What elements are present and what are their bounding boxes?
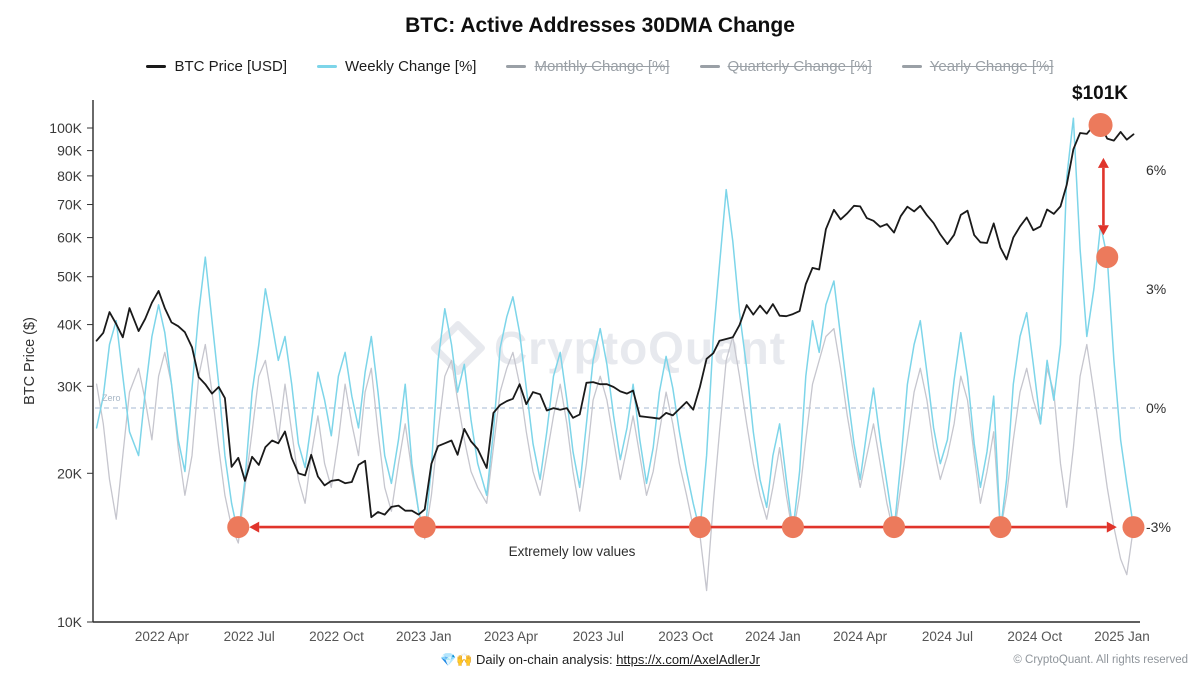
x-axis-tick-label: 2022 Jul — [224, 629, 275, 644]
low-value-dot — [989, 516, 1012, 539]
y-axis-tick-label: 10K — [57, 614, 83, 630]
legend-item-3[interactable]: Quarterly Change [%] — [699, 58, 872, 75]
y-axis-title: BTC Price ($) — [22, 317, 38, 405]
low-values-arrow-head — [1106, 521, 1117, 533]
low-value-dot — [413, 516, 436, 539]
legend-item-0[interactable]: BTC Price [USD] — [146, 58, 287, 75]
series-weekly-change-line — [95, 117, 1135, 536]
series-gray-change-line — [95, 327, 1135, 592]
legend-item-4[interactable]: Yearly Change [%] — [901, 58, 1054, 75]
chart-title: BTC: Active Addresses 30DMA Change — [405, 14, 795, 37]
y-axis-tick-label: 40K — [57, 317, 83, 333]
y-axis-tick-label: 100K — [49, 120, 82, 136]
legend-label: Weekly Change [%] — [345, 58, 477, 75]
y-axis-tick-label: 80K — [57, 168, 83, 184]
low-values-arrow-head — [249, 521, 260, 533]
y-axis-tick-label: 60K — [57, 230, 83, 246]
legend-item-1[interactable]: Weekly Change [%] — [317, 58, 476, 75]
copyright: © CryptoQuant. All rights reserved — [1013, 654, 1188, 666]
y-axis-tick-label: 50K — [57, 269, 83, 285]
y-right-tick-label: 0% — [1146, 400, 1166, 416]
zero-line-label: Zero — [102, 393, 121, 403]
legend-label: Quarterly Change [%] — [727, 58, 872, 75]
low-value-dot — [227, 516, 250, 539]
x-axis-tick-label: 2024 Jul — [922, 629, 973, 644]
legend-swatch-icon — [506, 65, 527, 68]
y-right-tick-label: 3% — [1146, 281, 1166, 297]
x-axis-tick-label: 2022 Oct — [309, 629, 364, 644]
legend-label: Monthly Change [%] — [534, 58, 670, 75]
footer-note-text: 💎🙌 Daily on-chain analysis: — [440, 652, 617, 667]
legend-swatch-icon — [901, 65, 922, 68]
legend-label: BTC Price [USD] — [174, 58, 287, 75]
x-axis-tick-label: 2023 Jul — [573, 629, 624, 644]
peak-price-dot — [1088, 113, 1113, 138]
low-value-dot — [781, 516, 804, 539]
legend-label: Yearly Change [%] — [929, 58, 1054, 75]
drop-arrow-head — [1097, 225, 1109, 236]
series-btc-price-line — [95, 124, 1135, 519]
legend-item-2[interactable]: Monthly Change [%] — [506, 58, 670, 75]
y-right-tick-label: -3% — [1146, 519, 1171, 535]
footer-link[interactable]: https://x.com/AxelAdlerJr — [616, 652, 760, 667]
legend-swatch-icon — [699, 65, 720, 68]
x-axis-tick-label: 2024 Jan — [745, 629, 801, 644]
y-axis-tick-label: 90K — [57, 143, 83, 159]
x-axis-tick-label: 2024 Apr — [833, 629, 888, 644]
x-axis-tick-label: 2023 Apr — [484, 629, 539, 644]
y-axis-tick-label: 30K — [57, 378, 83, 394]
low-values-label: Extremely low values — [508, 544, 636, 559]
low-value-dot — [688, 516, 711, 539]
y-right-tick-label: 6% — [1146, 162, 1166, 178]
y-axis-tick-label: 20K — [57, 465, 83, 481]
drop-arrow-head — [1097, 157, 1109, 168]
legend-swatch-icon — [317, 65, 337, 68]
x-axis-tick-label: 2023 Oct — [658, 629, 713, 644]
peak-price-label: $101K — [1072, 83, 1128, 104]
low-value-dot — [883, 516, 906, 539]
y-axis-tick-label: 70K — [57, 197, 83, 213]
low-value-dot — [1122, 516, 1145, 539]
legend: BTC Price [USD] Weekly Change [%] Monthly … — [0, 58, 1200, 75]
footer-note: 💎🙌 Daily on-chain analysis: https://x.co… — [0, 652, 1200, 668]
x-axis-tick-label: 2022 Apr — [135, 629, 190, 644]
weekly-change-dot — [1096, 246, 1119, 269]
x-axis-tick-label: 2025 Jan — [1094, 629, 1150, 644]
x-axis-tick-label: 2024 Oct — [1007, 629, 1062, 644]
x-axis-tick-label: 2023 Jan — [396, 629, 452, 644]
legend-swatch-icon — [146, 65, 167, 68]
